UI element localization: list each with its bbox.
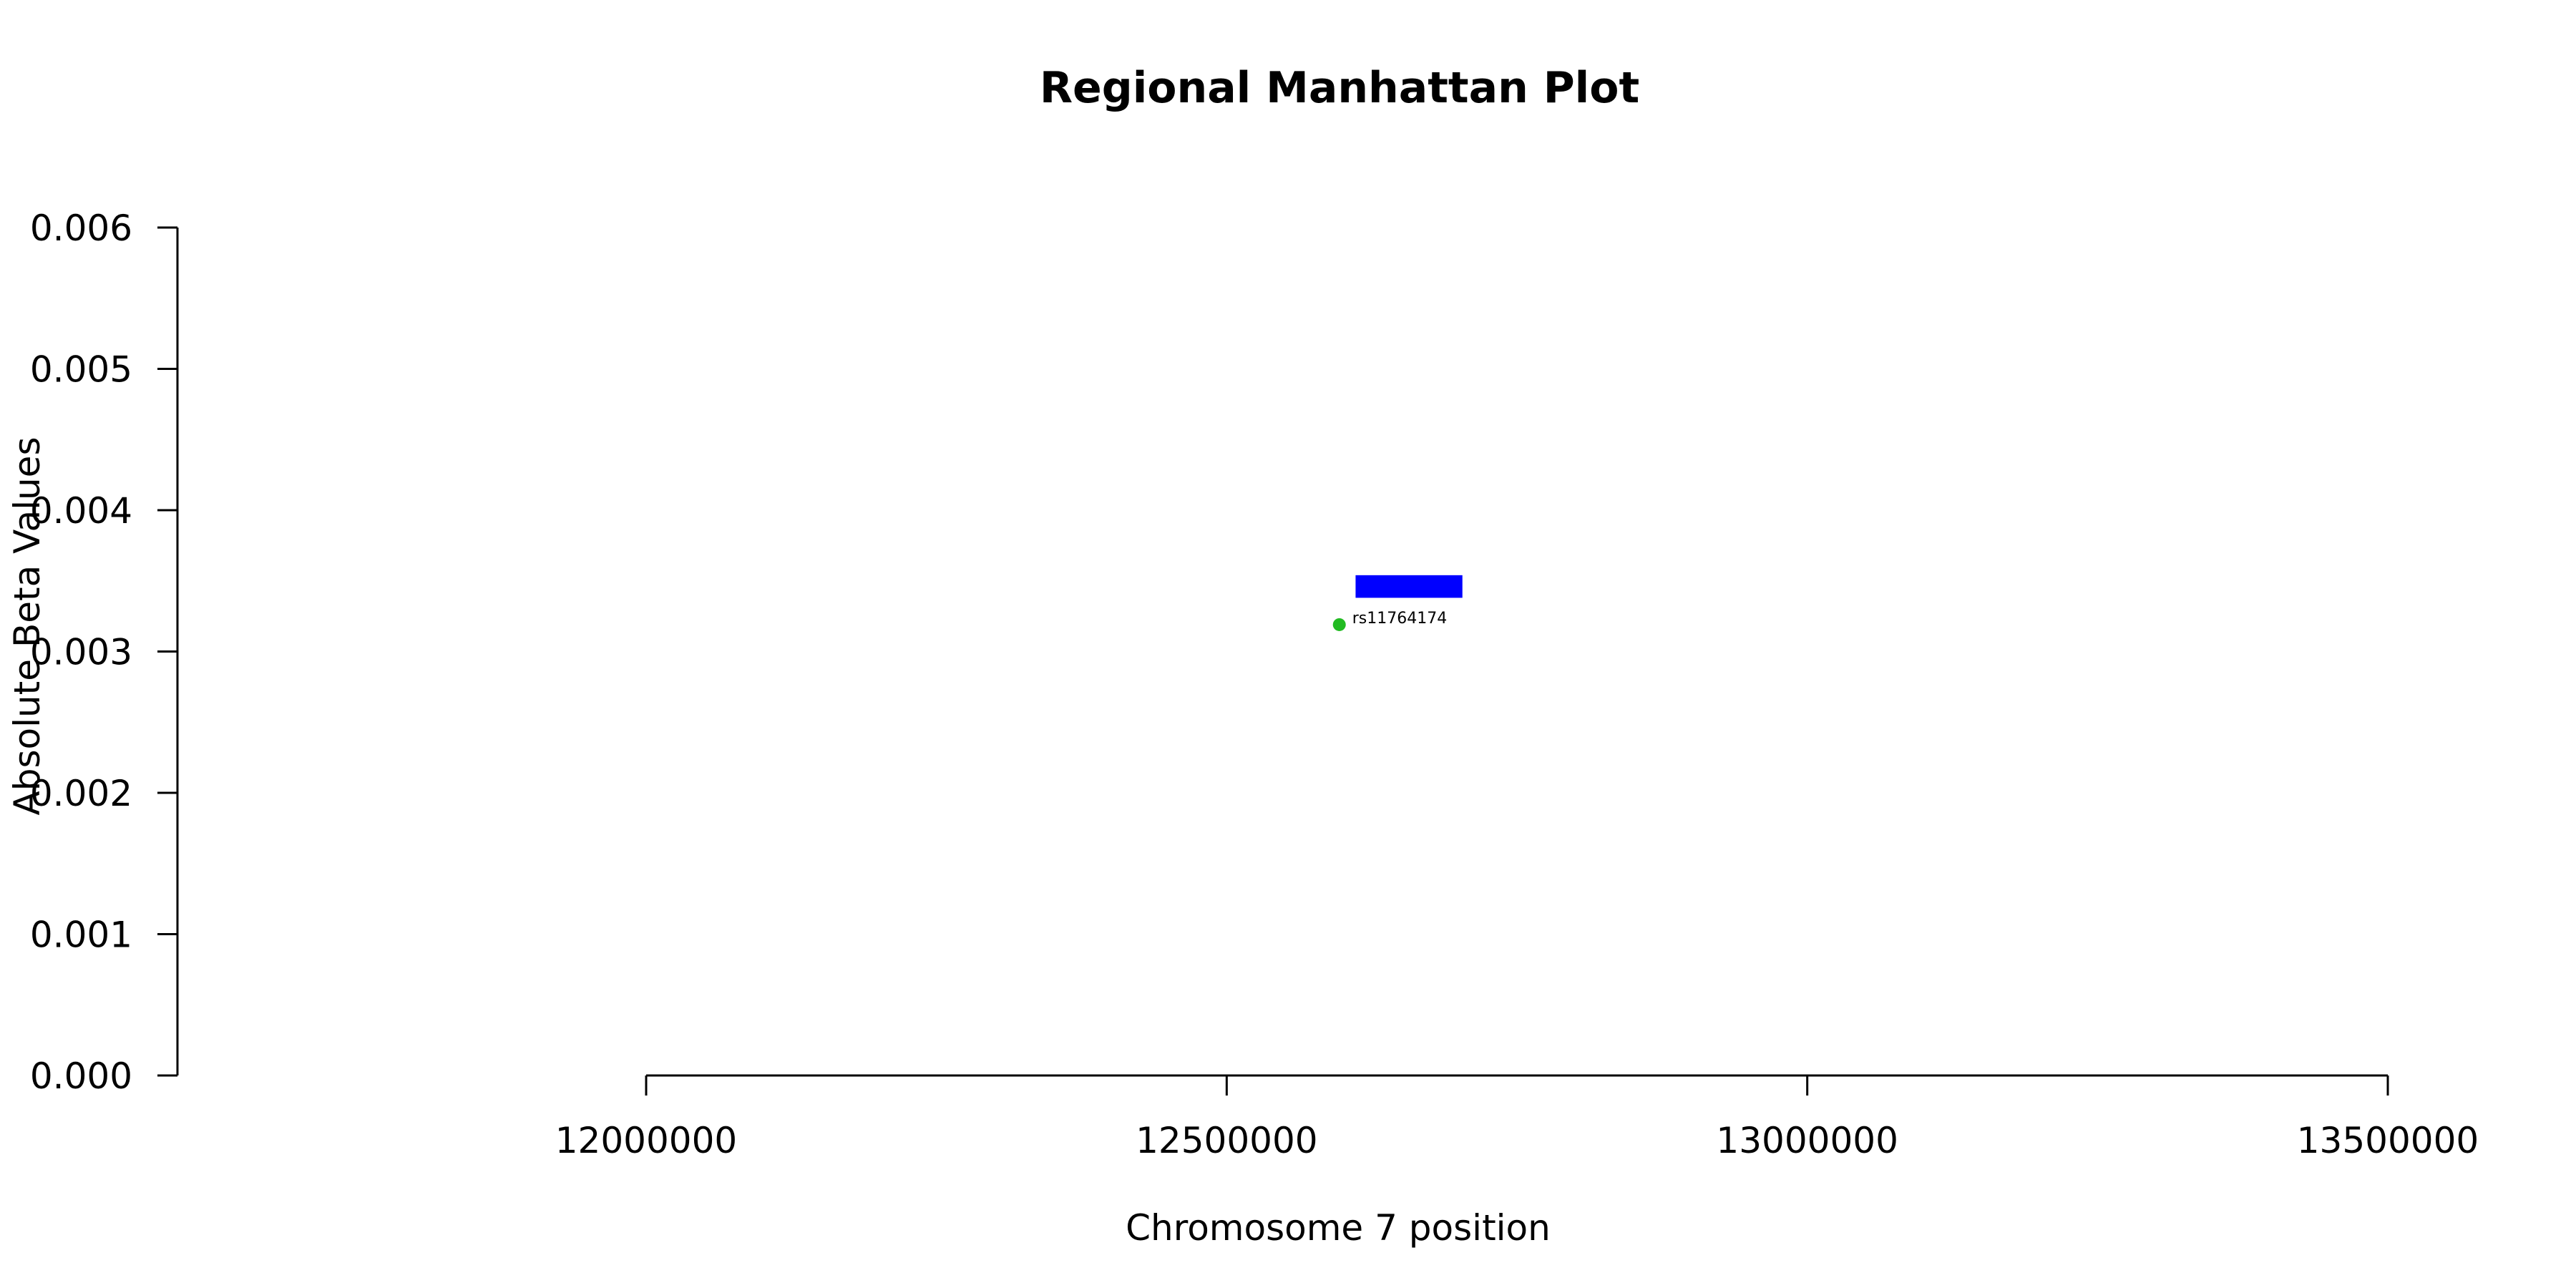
chart-title: Regional Manhattan Plot	[1040, 63, 1639, 113]
y-axis-label: Absolute Beta Values	[6, 437, 48, 816]
y-tick-label: 0.002	[30, 773, 132, 814]
snp-label: rs11764174	[1352, 610, 1447, 628]
gene-region-bar	[1355, 575, 1463, 598]
y-tick-label: 0.004	[30, 490, 132, 532]
snp-point	[1332, 618, 1346, 631]
y-tick-label: 0.005	[30, 349, 132, 391]
x-axis: 12000000 12500000 13000000 13500000	[555, 1074, 2479, 1161]
y-tick-label: 0.003	[30, 632, 132, 673]
x-tick-label: 13000000	[1716, 1120, 1898, 1161]
y-axis: 0.000 0.001 0.002 0.003 0.004 0.005 0.006	[30, 208, 179, 1097]
y-tick-label: 0.000	[30, 1055, 132, 1097]
x-tick-label: 12000000	[555, 1120, 738, 1161]
y-tick-label: 0.006	[30, 208, 132, 249]
x-axis-label: Chromosome 7 position	[1126, 1207, 1551, 1249]
x-tick-label: 12500000	[1136, 1120, 1318, 1161]
y-tick-label: 0.001	[30, 914, 132, 956]
plot-marks: rs11764174	[1332, 575, 1463, 631]
x-tick-label: 13500000	[2297, 1120, 2479, 1161]
